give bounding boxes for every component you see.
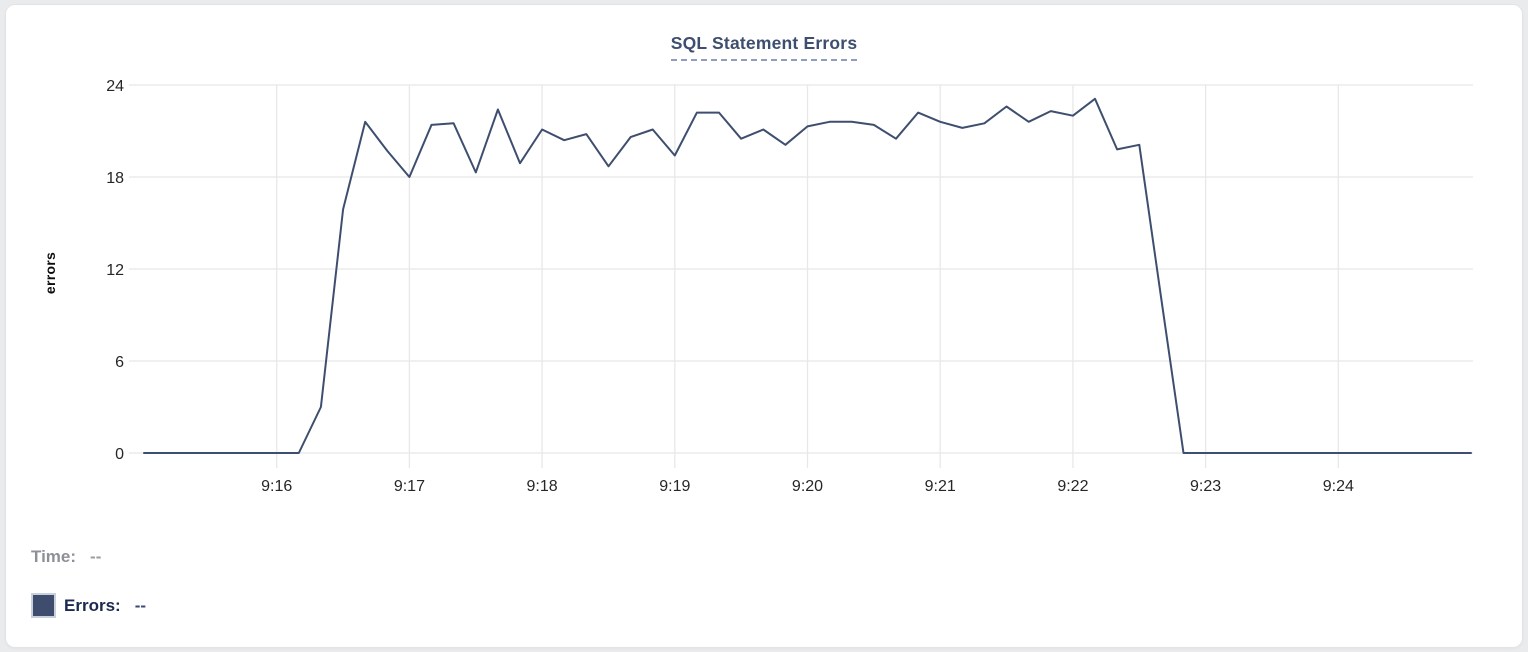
y-tick-label: 12	[106, 262, 124, 279]
x-tick-label: 9:23	[1190, 478, 1221, 495]
tooltip-time-row: Time: --	[31, 547, 101, 567]
x-tick-label: 9:20	[792, 478, 823, 495]
errors-value: --	[134, 595, 147, 615]
errors-series-swatch	[31, 593, 56, 618]
chart-card: SQL Statement Errors errors 0 6 12 18 24 9:16…	[5, 4, 1523, 648]
tooltip-errors-row: Errors: --	[31, 593, 146, 618]
x-tick-label: 9:18	[527, 478, 558, 495]
time-value: --	[90, 547, 102, 566]
x-tick-label: 9:16	[261, 478, 292, 495]
y-tick-label: 0	[115, 446, 124, 463]
line-chart: 0 6 12 18 24 9:16 9:17 9:18 9:19 9:20 9:21 9:22 9:23…	[106, 78, 1473, 495]
x-tick-label: 9:17	[394, 478, 425, 495]
series-line-errors	[143, 97, 1472, 454]
y-tick-label: 18	[106, 170, 124, 187]
chart-title-link[interactable]: SQL Statement Errors	[670, 33, 858, 61]
x-tick-label: 9:19	[659, 478, 690, 495]
y-tick-label: 6	[115, 354, 124, 371]
y-tick-label: 24	[106, 78, 124, 95]
x-tick-label: 9:21	[925, 478, 956, 495]
x-tick-label: 9:24	[1323, 478, 1354, 495]
errors-label: Errors:	[64, 595, 121, 615]
time-label: Time:	[31, 547, 77, 566]
chart-header: SQL Statement Errors	[6, 33, 1522, 61]
x-tick-label: 9:22	[1057, 478, 1088, 495]
